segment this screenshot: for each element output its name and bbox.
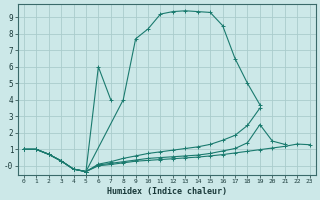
X-axis label: Humidex (Indice chaleur): Humidex (Indice chaleur) (107, 187, 227, 196)
